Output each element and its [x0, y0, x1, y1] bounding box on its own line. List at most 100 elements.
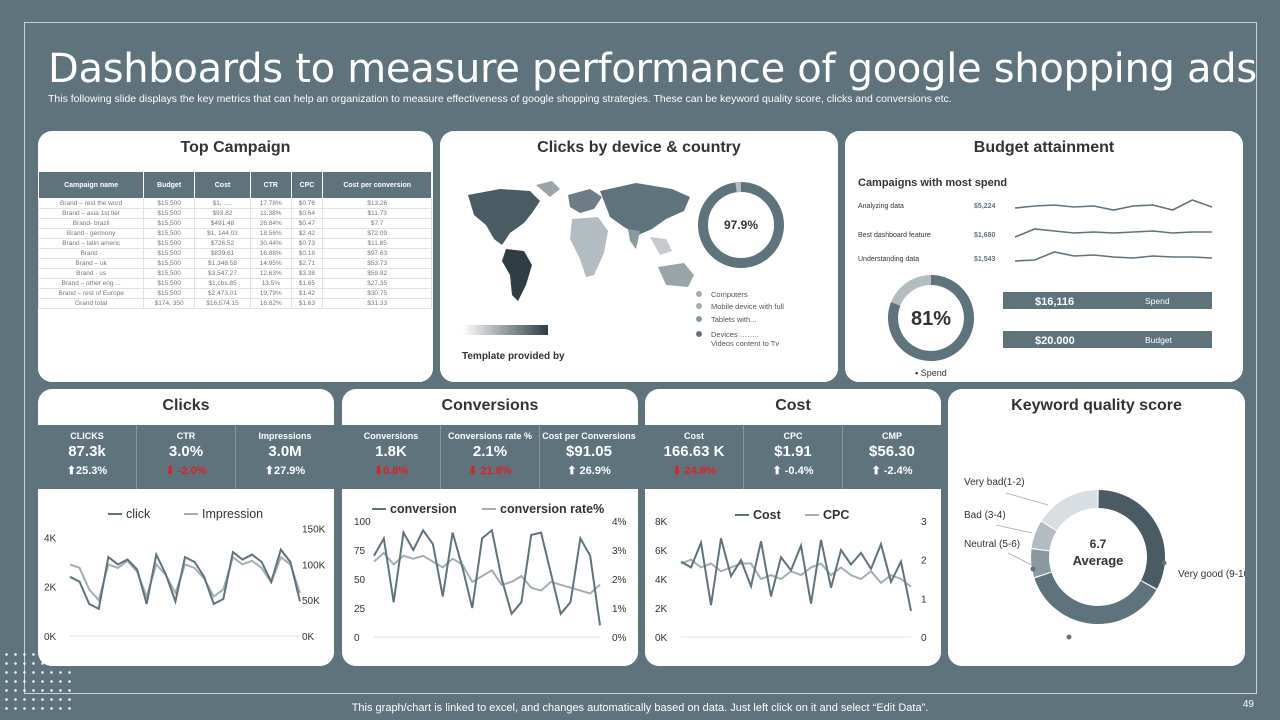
y-right-tick: 50K — [302, 596, 320, 607]
spend-bar — [1003, 292, 1212, 309]
legend-label: CPC — [823, 508, 849, 522]
cost-card: Cost Cost 166.63 K ⬇ 24.8% CPC $1.91 ⬆ -0.4% C… — [645, 389, 941, 666]
top-campaign-title: Top Campaign — [38, 131, 433, 169]
budget-row-value: $1,543 — [974, 256, 996, 263]
device-legend-label: Mobile device with full — [711, 302, 784, 311]
keyword-leader — [1007, 552, 1033, 566]
table-cell: 11.38% — [250, 208, 292, 219]
kpi-change: ⬇ 24.8% — [672, 465, 716, 477]
conversions-card: Conversions Conversions 1.8K ⬇0.8% Conversi… — [342, 389, 638, 666]
table-cell: 18.56% — [250, 228, 292, 239]
table-cell: $15,500 — [143, 258, 195, 269]
kpi-label: Conversions — [363, 431, 419, 441]
table-cell: Grand total — [38, 298, 145, 309]
table-cell: $11.85 — [322, 238, 432, 249]
kpi-value: $1.91 — [774, 443, 812, 460]
table-cell: Brand – rest of Europe — [38, 288, 145, 299]
page-number: 49 — [1242, 699, 1254, 710]
y-left-tick: 4K — [44, 533, 57, 544]
y-right-tick: 2% — [612, 575, 627, 586]
table-cell: 12.63% — [250, 268, 292, 279]
page-subtitle: This following slide displays the key me… — [48, 93, 952, 105]
template-text: Template provided by — [462, 351, 565, 362]
legend-label: click — [126, 507, 151, 521]
cost-kpi: Cost 166.63 K ⬇ 24.8% — [645, 425, 744, 489]
cost-kpi: CPC $1.91 ⬆ -0.4% — [744, 425, 843, 489]
table-cell: $2.42 — [290, 228, 324, 239]
table-cell: $97.63 — [322, 248, 432, 259]
clicks-line-chart: click Impression 0K 2K 4K 0K 50K 100K 150K — [44, 507, 326, 643]
clicks-kpi: CTR 3.0% ⬇ -2.0% — [137, 425, 236, 489]
device-legend-label: Devices …….. — [711, 330, 759, 339]
table-cell: $7.7 — [322, 218, 432, 229]
table-cell: $27.35 — [322, 278, 432, 289]
clicks-title: Clicks — [38, 389, 334, 427]
table-row: Brand – latin americ $15,500 $726.52 30.44%… — [38, 238, 432, 249]
kpi-value: 3.0M — [268, 443, 302, 460]
table-cell: $0.18 — [290, 248, 324, 259]
y-left-tick: 0K — [655, 633, 668, 644]
kpi-value: 166.63 K — [663, 443, 725, 460]
kpi-label: CTR — [176, 431, 196, 441]
y-left-tick: 2K — [655, 604, 668, 615]
keyword-slice — [1031, 549, 1052, 578]
table-cell: $3.38 — [290, 268, 324, 279]
kpi-change: ⬆25.3% — [66, 465, 108, 477]
budget-card: Budget attainment Campaigns with most sp… — [845, 131, 1243, 382]
budget-sparkline — [1014, 199, 1213, 211]
table-cell: Brand – uk — [38, 258, 145, 269]
cost-kpi: CMP $56.30 ⬆ -2.4% — [843, 425, 941, 489]
table-cell: Brand – other eng ... — [38, 278, 145, 289]
y-right-tick: 1% — [612, 604, 627, 615]
y-right-tick: 0% — [612, 633, 627, 644]
footer-note: This graph/chart is linked to excel, and… — [351, 702, 929, 714]
table-row: Brand – other eng ... $15,500 $1,cbs.85 13.… — [38, 278, 432, 289]
kpi-label: Cost per Conversions — [542, 431, 636, 441]
device-legend-marker — [696, 303, 702, 309]
y-left-tick: 6K — [655, 546, 668, 557]
table-row: Brand – asia 1st tier $15,500 $93.82 11.38%… — [38, 208, 432, 219]
keyword-slice — [1034, 572, 1157, 624]
conversions-kpi: Cost per Conversions $91.05 ⬆ 26.9% — [540, 425, 638, 489]
table-cell: Brand – latin americ — [38, 238, 145, 249]
decorative-dots — [2, 650, 74, 710]
keyword-leader — [995, 524, 1033, 534]
cost-kpi-band: Cost 166.63 K ⬇ 24.8% CPC $1.91 ⬆ -0.4% CMP $56… — [645, 425, 941, 489]
map-asia — [600, 183, 690, 235]
keyword-label: Very bad(1-2) — [964, 477, 1025, 488]
clicks-device-card: Clicks by device & country 97.9% Compute… — [440, 131, 838, 382]
map-europe — [568, 189, 602, 213]
slide-frame — [24, 22, 1257, 694]
budget-donut-fill — [888, 275, 974, 361]
keyword-center-value: 6.7 — [1090, 537, 1107, 551]
table-cell: $1, ..... — [193, 198, 252, 209]
kpi-change: ⬇ 21.8% — [468, 465, 512, 477]
y-left-tick: 4K — [655, 575, 668, 586]
table-cell: $93.82 — [193, 208, 252, 219]
chart-legend: Cost CPC — [735, 508, 849, 522]
spend-value: $16,116 — [1035, 296, 1074, 308]
table-cell: $15,500 — [143, 288, 195, 299]
device-legend: Computers Mobile device with full Tablets … — [696, 290, 784, 348]
budget-row-value: $5,224 — [974, 203, 996, 210]
keyword-slice — [1098, 490, 1165, 589]
page-title: Dashboards to measure performance of goo… — [48, 46, 1257, 92]
table-cell: 19.79% — [250, 288, 292, 299]
clicks-kpi-band: CLICKS 87.3k ⬆25.3% CTR 3.0% ⬇ -2.0% Impressio… — [38, 425, 334, 489]
y-left-tick: 100 — [354, 517, 371, 528]
kpi-value: 3.0% — [168, 443, 204, 460]
table-cell: $15,500 — [143, 238, 195, 249]
device-legend-label: Videos content to Tv — [711, 339, 779, 348]
kpi-value: $56.30 — [869, 443, 915, 460]
keyword-marker — [1161, 560, 1167, 566]
device-donut-segment-main — [698, 182, 784, 268]
chart-legend: click Impression — [108, 507, 263, 521]
table-cell: $31.33 — [322, 298, 432, 309]
keyword-leader — [1005, 492, 1049, 506]
table-cell: $1,348.58 — [193, 258, 252, 269]
map-scale-bar — [462, 325, 548, 335]
kpi-change: ⬇0.8% — [373, 465, 409, 477]
map-australia — [658, 263, 694, 287]
table-row: Brand – uk $15,500 $1,348.58 14.95% $2.71 $53… — [38, 258, 432, 269]
table-cell: Brand – rest the word — [38, 198, 145, 209]
